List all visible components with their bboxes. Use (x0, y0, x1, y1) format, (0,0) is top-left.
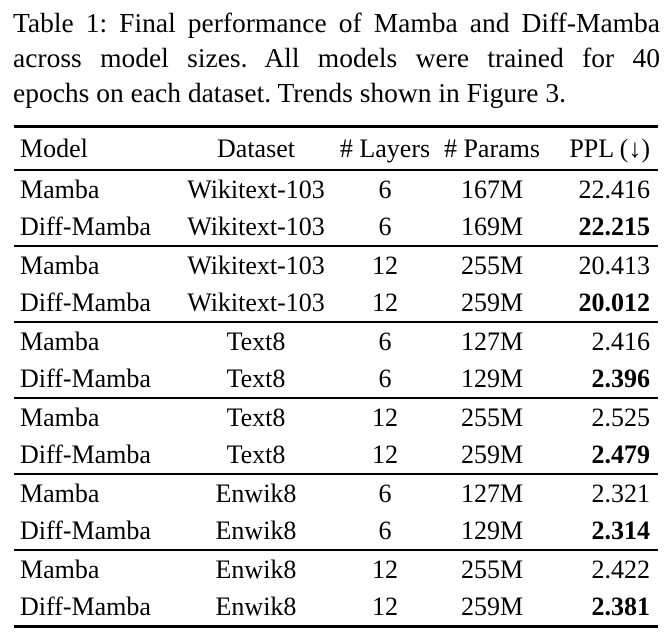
dataset-cell: Text8 (226, 439, 286, 469)
ppl-cell: 2.321 (591, 478, 651, 508)
ppl-cell: 2.416 (591, 326, 651, 356)
params-cell: 169M (460, 211, 524, 241)
table-row: Mamba Enwik8 12 255M 2.422 (14, 550, 658, 588)
params-cell: 129M (460, 515, 524, 545)
ppl-cell: 2.314 (591, 515, 651, 545)
group-wikitext-12layers: Mamba Wikitext-103 12 255M 20.413 Diff-M… (14, 246, 658, 322)
ppl-cell: 2.381 (591, 591, 651, 621)
params-cell: 129M (460, 363, 524, 393)
dataset-cell: Text8 (226, 363, 286, 393)
group-text8-6layers: Mamba Text8 6 127M 2.416 Diff-Mamba Text… (14, 322, 658, 398)
table-row: Mamba Text8 12 255M 2.525 (14, 398, 658, 436)
dataset-cell: Enwik8 (215, 478, 297, 508)
layers-cell: 12 (372, 402, 398, 432)
table-row: Diff-Mamba Wikitext-103 12 259M 20.012 (14, 284, 658, 322)
layers-cell: 6 (378, 211, 392, 241)
model-cell: Mamba (20, 326, 100, 356)
layers-cell: 6 (378, 363, 392, 393)
model-cell: Diff-Mamba (20, 515, 151, 545)
header-params: # Params (443, 133, 541, 163)
layers-cell: 6 (378, 478, 392, 508)
layers-cell: 6 (378, 174, 392, 204)
table-row: Diff-Mamba Text8 6 129M 2.396 (14, 360, 658, 398)
params-cell: 259M (460, 591, 524, 621)
table-row: Mamba Text8 6 127M 2.416 (14, 322, 658, 360)
params-cell: 167M (460, 174, 524, 204)
dataset-cell: Enwik8 (215, 554, 297, 584)
model-cell: Mamba (20, 174, 100, 204)
dataset-cell: Wikitext-103 (187, 287, 325, 317)
ppl-cell: 2.525 (591, 402, 651, 432)
results-table: Model Dataset # Layers # Params PPL (↓) … (14, 125, 658, 628)
table-row: Mamba Wikitext-103 6 167M 22.416 (14, 170, 658, 208)
model-cell: Diff-Mamba (20, 439, 151, 469)
ppl-cell: 22.416 (578, 174, 651, 204)
caption-line-1: Table 1: Final performance of Mamba and … (13, 7, 660, 38)
layers-cell: 12 (372, 591, 398, 621)
dataset-cell: Enwik8 (215, 591, 297, 621)
layers-cell: 12 (372, 287, 398, 317)
ppl-cell: 20.012 (578, 287, 651, 317)
group-enwik8-12layers: Mamba Enwik8 12 255M 2.422 Diff-Mamba En… (14, 550, 658, 627)
model-cell: Diff-Mamba (20, 363, 151, 393)
header-row: Model Dataset # Layers # Params PPL (↓) (14, 127, 658, 171)
layers-cell: 12 (372, 439, 398, 469)
group-enwik8-6layers: Mamba Enwik8 6 127M 2.321 Diff-Mamba Enw… (14, 474, 658, 550)
model-cell: Mamba (20, 402, 100, 432)
dataset-cell: Text8 (226, 402, 286, 432)
layers-cell: 12 (372, 250, 398, 280)
model-cell: Mamba (20, 250, 100, 280)
params-cell: 259M (460, 439, 524, 469)
table-caption: Table 1: Final performance of Mamba and … (0, 0, 672, 110)
table-row: Mamba Enwik8 6 127M 2.321 (14, 474, 658, 512)
ppl-cell: 2.396 (591, 363, 651, 393)
table-row: Mamba Wikitext-103 12 255M 20.413 (14, 246, 658, 284)
dataset-cell: Wikitext-103 (187, 174, 325, 204)
header-model: Model (20, 133, 88, 163)
group-wikitext-6layers: Mamba Wikitext-103 6 167M 22.416 Diff-Ma… (14, 170, 658, 246)
model-cell: Mamba (20, 478, 100, 508)
table-header: Model Dataset # Layers # Params PPL (↓) (14, 127, 658, 171)
model-cell: Diff-Mamba (20, 591, 151, 621)
table-row: Diff-Mamba Enwik8 12 259M 2.381 (14, 588, 658, 627)
table-row: Diff-Mamba Wikitext-103 6 169M 22.215 (14, 208, 658, 246)
caption-line-2: across model sizes. All models were trai… (13, 42, 660, 73)
dataset-cell: Text8 (226, 326, 286, 356)
ppl-cell: 2.479 (591, 439, 651, 469)
params-cell: 255M (460, 250, 524, 280)
header-dataset: Dataset (217, 133, 295, 163)
layers-cell: 6 (378, 515, 392, 545)
params-cell: 255M (460, 554, 524, 584)
table-row: Diff-Mamba Text8 12 259M 2.479 (14, 436, 658, 474)
layers-cell: 6 (378, 326, 392, 356)
header-layers: # Layers (339, 133, 431, 163)
model-cell: Mamba (20, 554, 100, 584)
dataset-cell: Wikitext-103 (187, 211, 325, 241)
group-text8-12layers: Mamba Text8 12 255M 2.525 Diff-Mamba Tex… (14, 398, 658, 474)
params-cell: 127M (460, 478, 524, 508)
caption-line-3: epochs on each dataset. Trends shown in … (13, 77, 566, 108)
table-row: Diff-Mamba Enwik8 6 129M 2.314 (14, 512, 658, 550)
model-cell: Diff-Mamba (20, 287, 151, 317)
model-cell: Diff-Mamba (20, 211, 151, 241)
ppl-cell: 20.413 (578, 250, 651, 280)
ppl-cell: 22.215 (578, 211, 651, 241)
layers-cell: 12 (372, 554, 398, 584)
ppl-cell: 2.422 (591, 554, 651, 584)
params-cell: 259M (460, 287, 524, 317)
header-ppl: PPL (↓) (569, 133, 650, 163)
dataset-cell: Enwik8 (215, 515, 297, 545)
dataset-cell: Wikitext-103 (187, 250, 325, 280)
params-cell: 127M (460, 326, 524, 356)
params-cell: 255M (460, 402, 524, 432)
